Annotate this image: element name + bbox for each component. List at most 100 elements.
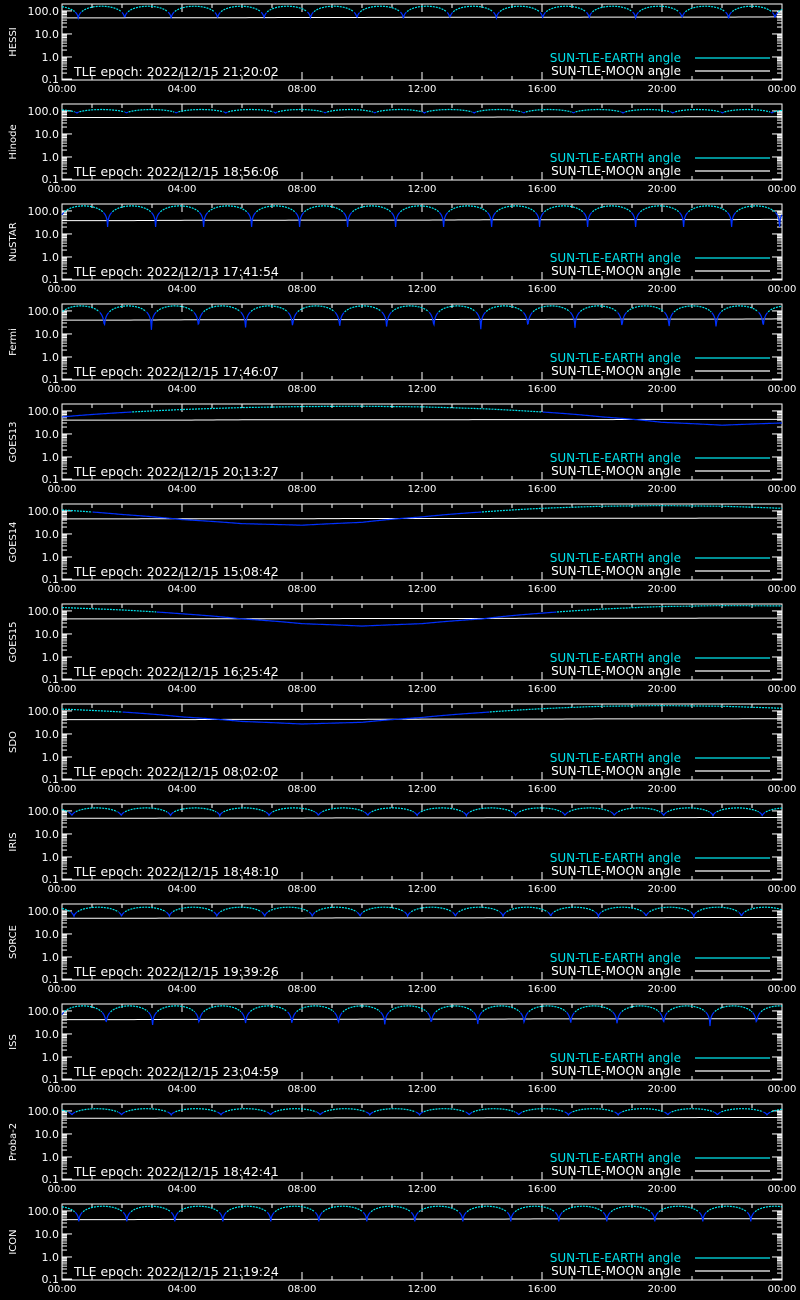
- moon-angle-line: [62, 917, 782, 919]
- y-tick-label: 100.0: [28, 905, 60, 918]
- y-tick-label: 10.0: [35, 328, 60, 341]
- tle-epoch-label: TLE epoch: 2022/12/15 16:25:42: [73, 664, 279, 679]
- legend-moon-label: SUN-TLE-MOON angle: [551, 664, 681, 678]
- legend-earth-label: SUN-TLE-EARTH angle: [550, 851, 681, 865]
- y-tick-label: 0.1: [42, 173, 60, 186]
- x-tick-label: 20:00: [648, 584, 677, 595]
- x-tick-label: 12:00: [408, 584, 437, 595]
- x-tick-label: 16:00: [528, 1284, 557, 1295]
- x-tick-label: 12:00: [408, 1184, 437, 1195]
- y-tick-label: 0.1: [42, 573, 60, 586]
- x-tick-label: 00:00: [768, 284, 797, 295]
- legend-earth-label: SUN-TLE-EARTH angle: [550, 351, 681, 365]
- legend-earth-label: SUN-TLE-EARTH angle: [550, 951, 681, 965]
- x-tick-label: 00:00: [768, 184, 797, 195]
- legend-moon-label: SUN-TLE-MOON angle: [551, 964, 681, 978]
- y-tick-label: 1.0: [42, 551, 60, 564]
- y-tick-label: 10.0: [35, 428, 60, 441]
- tle-epoch-label: TLE epoch: 2022/12/15 20:13:27: [73, 464, 279, 479]
- x-tick-label: 20:00: [648, 784, 677, 795]
- tle-epoch-label: TLE epoch: 2022/12/15 18:48:10: [73, 864, 279, 879]
- x-tick-label: 20:00: [648, 484, 677, 495]
- x-tick-label: 16:00: [528, 384, 557, 395]
- y-tick-label: 0.1: [42, 1173, 60, 1186]
- moon-angle-line: [62, 1218, 782, 1221]
- panel-sdo: SDO 0.1 1.0 10.0 100.0 00:00 04:00 08:00 12:00 16…: [8, 703, 796, 795]
- x-tick-label: 08:00: [288, 1084, 317, 1095]
- moon-angle-line: [62, 418, 782, 421]
- legend-moon-label: SUN-TLE-MOON angle: [551, 764, 681, 778]
- moon-angle-line: [62, 617, 782, 620]
- x-tick-label: 04:00: [168, 884, 197, 895]
- earth-angle-line-low: [156, 611, 557, 627]
- x-tick-label: 04:00: [168, 1184, 197, 1195]
- satellite-label: ISS: [8, 1034, 19, 1050]
- x-tick-label: 00:00: [48, 584, 77, 595]
- x-tick-label: 00:00: [768, 984, 797, 995]
- x-tick-label: 12:00: [408, 284, 437, 295]
- earth-angle-line-low: [61, 212, 783, 228]
- legend-moon-label: SUN-TLE-MOON angle: [551, 364, 681, 378]
- y-tick-label: 100.0: [28, 105, 60, 118]
- tle-epoch-label: TLE epoch: 2022/12/15 18:42:41: [73, 1164, 279, 1179]
- y-tick-label: 1.0: [42, 251, 60, 264]
- x-tick-label: 16:00: [528, 884, 557, 895]
- panel-sorce: SORCE 0.1 1.0 10.0 100.0 00:00 04:00 08:00 12:00…: [8, 903, 797, 995]
- moon-angle-line: [62, 318, 782, 321]
- tle-epoch-label: TLE epoch: 2022/12/15 21:20:02: [73, 64, 279, 79]
- x-tick-label: 16:00: [528, 1184, 557, 1195]
- legend-moon-label: SUN-TLE-MOON angle: [551, 1264, 681, 1278]
- y-tick-label: 100.0: [28, 1205, 60, 1218]
- x-tick-label: 20:00: [648, 384, 677, 395]
- x-tick-label: 12:00: [408, 1284, 437, 1295]
- legend-earth-label: SUN-TLE-EARTH angle: [550, 751, 681, 765]
- earth-angle-line-low: [70, 911, 745, 919]
- moon-angle-line: [62, 116, 782, 118]
- x-tick-label: 00:00: [48, 784, 77, 795]
- x-tick-label: 12:00: [408, 84, 437, 95]
- legend-earth-label: SUN-TLE-EARTH angle: [550, 551, 681, 565]
- satellite-label: GOES13: [8, 421, 19, 462]
- satellite-label: GOES15: [8, 621, 19, 662]
- panel-goes13: GOES13 0.1 1.0 10.0 100.0 00:00 04:00 08:00 12:0…: [8, 403, 796, 495]
- x-tick-label: 12:00: [408, 684, 437, 695]
- y-tick-label: 100.0: [28, 1005, 60, 1018]
- x-tick-label: 16:00: [528, 184, 557, 195]
- y-tick-label: 10.0: [35, 228, 60, 241]
- x-tick-label: 12:00: [408, 384, 437, 395]
- satellite-label: HESSI: [8, 27, 19, 56]
- satellite-label: NuSTAR: [8, 222, 19, 261]
- legend-moon-label: SUN-TLE-MOON angle: [551, 1164, 681, 1178]
- y-tick-label: 100.0: [28, 705, 60, 718]
- satellite-label: ICON: [8, 1229, 19, 1254]
- earth-angle-line-high: [132, 405, 543, 413]
- moon-angle-line: [62, 16, 782, 19]
- x-tick-label: 08:00: [288, 384, 317, 395]
- earth-angle-line-low: [92, 511, 482, 526]
- x-tick-label: 12:00: [408, 784, 437, 795]
- panel-fermi: Fermi 0.1 1.0 10.0 100.0 00:00 04:00 08:00 12:00…: [8, 303, 796, 395]
- earth-angle-line-low: [74, 11, 779, 21]
- x-tick-label: 20:00: [648, 684, 677, 695]
- y-tick-label: 1.0: [42, 651, 60, 664]
- x-tick-label: 00:00: [48, 84, 77, 95]
- x-tick-label: 20:00: [648, 84, 677, 95]
- y-tick-label: 1.0: [42, 951, 60, 964]
- x-tick-label: 12:00: [408, 184, 437, 195]
- y-tick-label: 1.0: [42, 1151, 60, 1164]
- x-tick-label: 00:00: [768, 84, 797, 95]
- x-tick-label: 00:00: [48, 1084, 77, 1095]
- y-tick-label: 0.1: [42, 973, 60, 986]
- y-tick-label: 0.1: [42, 473, 60, 486]
- x-tick-label: 20:00: [648, 884, 677, 895]
- tle-epoch-label: TLE epoch: 2022/12/15 08:02:02: [73, 764, 279, 779]
- y-tick-label: 1.0: [42, 51, 60, 64]
- panel-proba-2: Proba-2 0.1 1.0 10.0 100.0 00:00 04:00 08:00 12:…: [8, 1103, 796, 1195]
- tle-epoch-label: TLE epoch: 2022/12/15 18:56:06: [73, 164, 279, 179]
- panel-nustar: NuSTAR 0.1 1.0 10.0 100.0 00:00 04:00 08:00 12:0…: [8, 203, 797, 295]
- y-tick-label: 0.1: [42, 873, 60, 886]
- earth-angle-line-high: [61, 1108, 783, 1113]
- satellite-label: GOES14: [8, 521, 19, 562]
- y-tick-label: 0.1: [42, 1073, 60, 1086]
